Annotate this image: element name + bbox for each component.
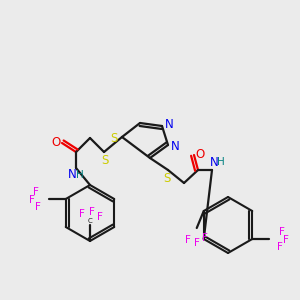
Text: H: H bbox=[217, 157, 225, 167]
Text: N: N bbox=[165, 118, 173, 131]
Text: N: N bbox=[210, 155, 218, 169]
Text: O: O bbox=[51, 136, 61, 148]
Text: F: F bbox=[79, 209, 85, 219]
Text: F: F bbox=[97, 212, 103, 222]
Text: S: S bbox=[163, 172, 171, 184]
Text: N: N bbox=[171, 140, 179, 152]
Text: F: F bbox=[283, 235, 289, 245]
Text: F: F bbox=[35, 202, 41, 212]
Text: N: N bbox=[68, 169, 76, 182]
Text: F: F bbox=[29, 195, 35, 205]
Text: F: F bbox=[89, 207, 95, 217]
Text: F: F bbox=[279, 227, 285, 237]
Text: O: O bbox=[195, 148, 205, 160]
Text: C: C bbox=[88, 218, 92, 224]
Text: F: F bbox=[202, 233, 208, 243]
Text: S: S bbox=[110, 131, 118, 145]
Text: F: F bbox=[185, 235, 191, 245]
Text: F: F bbox=[277, 242, 283, 252]
Text: S: S bbox=[101, 154, 109, 166]
Text: H: H bbox=[76, 170, 84, 180]
Text: F: F bbox=[194, 238, 200, 248]
Text: F: F bbox=[33, 187, 39, 197]
